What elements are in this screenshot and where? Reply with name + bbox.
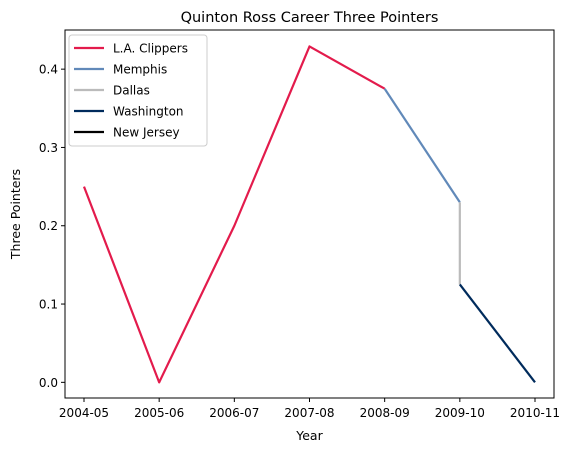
x-tick-label-3: 2007-08 <box>284 406 334 420</box>
chart-title: Quinton Ross Career Three Pointers <box>181 10 439 26</box>
x-tick-label-1: 2005-06 <box>134 406 184 420</box>
x-tick-label-5: 2009-10 <box>435 406 485 420</box>
x-axis: 2004-05 2005-06 2006-07 2007-08 2008-09 2009-… <box>59 398 560 420</box>
y-tick-label-2: 0.2 <box>39 219 58 233</box>
y-axis-label: Three Pointers <box>8 169 23 260</box>
legend-label-3: Washington <box>113 105 184 119</box>
legend-box <box>68 34 208 147</box>
y-tick-label-0: 0.0 <box>39 376 58 390</box>
series-line-0 <box>82 45 386 384</box>
series-layer <box>82 45 536 384</box>
x-tick-label-0: 2004-05 <box>59 406 109 420</box>
y-axis: 0.0 0.1 0.2 0.3 0.4 <box>39 63 65 390</box>
y-tick-label-4: 0.4 <box>39 63 58 77</box>
legend-label-2: Dallas <box>113 84 150 98</box>
legend-label-1: Memphis <box>113 63 167 77</box>
series-line-1 <box>383 88 461 203</box>
legend-label-0: L.A. Clippers <box>113 42 188 56</box>
x-tick-label-4: 2008-09 <box>360 406 410 420</box>
series-line-3 <box>458 283 536 384</box>
y-tick-label-1: 0.1 <box>39 298 58 312</box>
x-tick-label-2: 2006-07 <box>209 406 259 420</box>
y-tick-label-3: 0.3 <box>39 141 58 155</box>
x-tick-label-6: 2010-11 <box>510 406 560 420</box>
x-axis-label: Year <box>295 428 323 443</box>
legend-label-4: New Jersey <box>113 126 180 140</box>
legend: L.A. Clippers Memphis Dallas Washington New … <box>68 34 208 147</box>
